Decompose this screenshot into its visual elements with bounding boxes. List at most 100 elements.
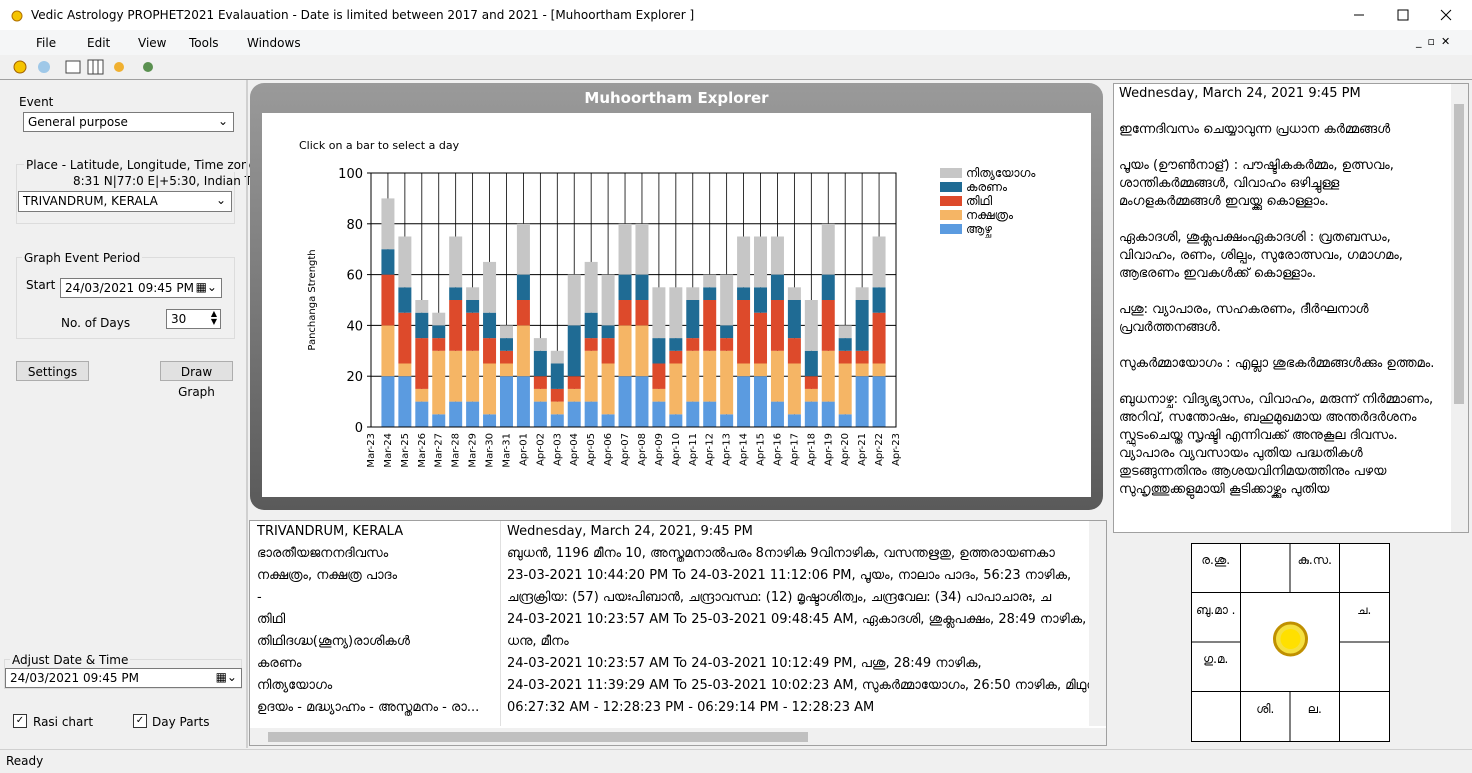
bar-segment[interactable] [601,414,615,427]
bar-segment[interactable] [618,325,632,377]
bar-segment[interactable] [720,350,734,415]
bar-segment[interactable] [618,376,632,427]
bar-segment[interactable] [398,236,412,288]
adjust-picker[interactable]: 24/03/2021 09:45 PM ▦⌄ [5,668,242,688]
bar-segment[interactable] [516,223,530,275]
bar-segment[interactable] [737,300,751,364]
bar-segment[interactable] [652,287,666,339]
bar-segment[interactable] [770,236,784,275]
bar-segment[interactable] [584,312,598,339]
bar-segment[interactable] [652,338,666,364]
bar-segment[interactable] [567,388,581,402]
bar-segment[interactable] [533,388,547,402]
bar-segment[interactable] [499,376,513,427]
bar-segment[interactable] [483,261,497,313]
bar-segment[interactable] [804,300,818,351]
bar-segment[interactable] [703,401,717,427]
bar-segment[interactable] [737,376,751,427]
bar-segment[interactable] [483,312,497,339]
bar-segment[interactable] [381,274,395,326]
bar-segment[interactable] [550,363,564,389]
bar-segment[interactable] [550,414,564,427]
bar-segment[interactable] [415,312,429,339]
bar-segment[interactable] [720,338,734,351]
bar-segment[interactable] [398,312,412,364]
bar-segment[interactable] [499,363,513,377]
bar-segment[interactable] [567,274,581,326]
bar-segment[interactable] [398,376,412,427]
bar-segment[interactable] [499,338,513,351]
bar-segment[interactable] [703,350,717,402]
bar-segment[interactable] [483,414,497,427]
bar-segment[interactable] [567,401,581,427]
bar-segment[interactable] [635,223,649,275]
bar-segment[interactable] [550,388,564,402]
bar-segment[interactable] [821,401,835,427]
bar-segment[interactable] [601,325,615,339]
bar-segment[interactable] [652,363,666,389]
window-controls[interactable] [1340,0,1472,30]
bar-segment[interactable] [787,300,801,339]
bar-segment[interactable] [516,325,530,377]
bar-segment[interactable] [381,325,395,377]
bar-segment[interactable] [381,198,395,250]
bar-segment[interactable] [533,350,547,377]
toolbar[interactable] [8,57,168,77]
bar-segment[interactable] [804,376,818,389]
bar-segment[interactable] [466,350,480,402]
bar-segment[interactable] [754,236,768,288]
mdi-controls[interactable]: _▫✕ [1416,35,1457,48]
bar-segment[interactable] [652,401,666,427]
bar-segment[interactable] [449,287,463,300]
bar-segment[interactable] [449,350,463,402]
bar-segment[interactable] [737,287,751,300]
bar-segment[interactable] [838,414,852,427]
bar-segment[interactable] [855,376,869,427]
bar-segment[interactable] [754,287,768,313]
event-select[interactable]: General purpose ⌄ [23,112,234,132]
bar-segment[interactable] [720,414,734,427]
bar-segment[interactable] [550,401,564,415]
text-scrollbar[interactable] [1451,84,1468,532]
bar-segment[interactable] [838,363,852,415]
bar-segment[interactable] [872,363,886,377]
bar-segment[interactable] [821,350,835,402]
bar-segment[interactable] [652,388,666,402]
start-picker[interactable]: 24/03/2021 09:45 PM ▦⌄ [60,278,222,298]
bar-segment[interactable] [432,414,446,427]
place-select[interactable]: TRIVANDRUM, KERALA ⌄ [18,191,232,212]
bar-segment[interactable] [567,376,581,389]
bar-segment[interactable] [449,401,463,427]
bar-segment[interactable] [872,312,886,364]
bar-segment[interactable] [669,414,683,427]
days-spinner[interactable]: 30 ▲ ▼ [166,309,221,329]
bar-segment[interactable] [601,338,615,364]
rasi-checkbox[interactable]: ✓ [13,714,27,728]
bar-segment[interactable] [432,312,446,326]
bar-segment[interactable] [669,363,683,415]
bar-segment[interactable] [804,401,818,427]
bar-segment[interactable] [770,300,784,351]
bar-segment[interactable] [669,350,683,364]
bar-segment[interactable] [483,338,497,364]
bar-segment[interactable] [415,300,429,313]
bar-segment[interactable] [821,274,835,300]
bar-segment[interactable] [804,350,818,377]
bar-segment[interactable] [855,350,869,364]
bar-segment[interactable] [703,287,717,300]
bar-segment[interactable] [415,338,429,389]
bar-segment[interactable] [872,236,886,288]
h-scrollbar[interactable] [250,728,1106,745]
bar-segment[interactable] [838,338,852,351]
bar-segment[interactable] [466,312,480,351]
bar-segment[interactable] [567,325,581,377]
bar-segment[interactable] [754,363,768,377]
bar-segment[interactable] [550,350,564,364]
bar-segment[interactable] [635,325,649,377]
bar-segment[interactable] [686,300,700,339]
draw-graph-button[interactable]: Draw Graph [160,361,233,399]
bar-segment[interactable] [686,338,700,351]
bar-segment[interactable] [398,363,412,377]
bar-segment[interactable] [432,325,446,339]
bar-segment[interactable] [821,223,835,275]
